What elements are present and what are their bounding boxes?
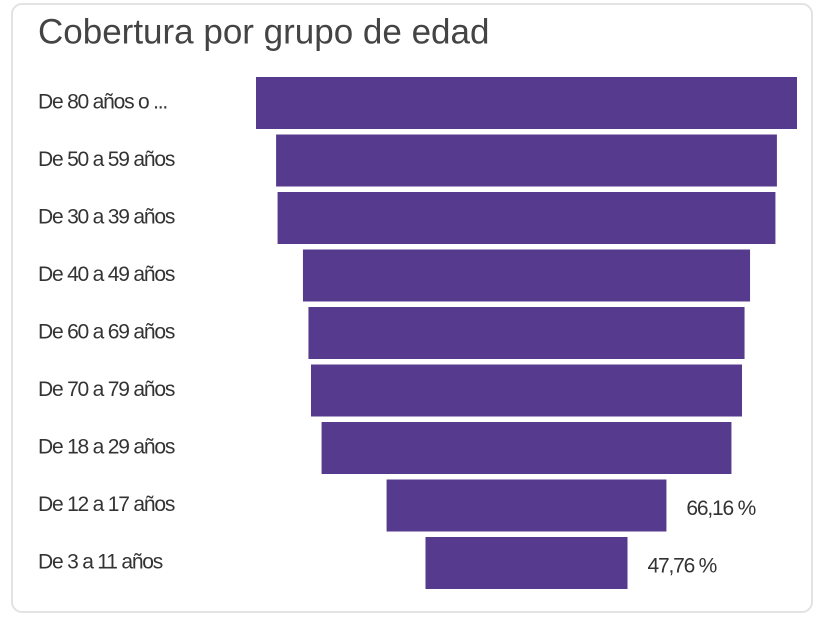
category-label: De 18 a 29 años <box>38 436 175 459</box>
category-label: De 70 a 79 años <box>38 378 175 401</box>
category-label: De 80 años o ... <box>38 91 167 114</box>
value-label: 66,16 % <box>686 497 755 520</box>
category-label: De 30 a 39 años <box>38 206 175 229</box>
funnel-bar <box>310 364 743 417</box>
funnel-bar <box>277 192 776 244</box>
category-label: De 40 a 49 años <box>38 263 175 286</box>
funnel-bar <box>276 134 777 187</box>
category-label: De 3 a 11 años <box>38 551 163 574</box>
funnel-bar <box>302 249 751 302</box>
category-label: De 50 a 59 años <box>38 148 175 171</box>
value-label: 47,76 % <box>648 555 717 578</box>
funnel-bar <box>256 77 797 129</box>
category-label: De 60 a 69 años <box>38 321 175 344</box>
funnel-bar <box>321 422 732 474</box>
category-label: De 12 a 17 años <box>38 493 175 516</box>
chart-title: Cobertura por grupo de edad <box>38 12 489 51</box>
funnel-bar <box>425 537 628 589</box>
funnel-bar <box>308 307 745 359</box>
funnel-bar <box>386 479 667 532</box>
